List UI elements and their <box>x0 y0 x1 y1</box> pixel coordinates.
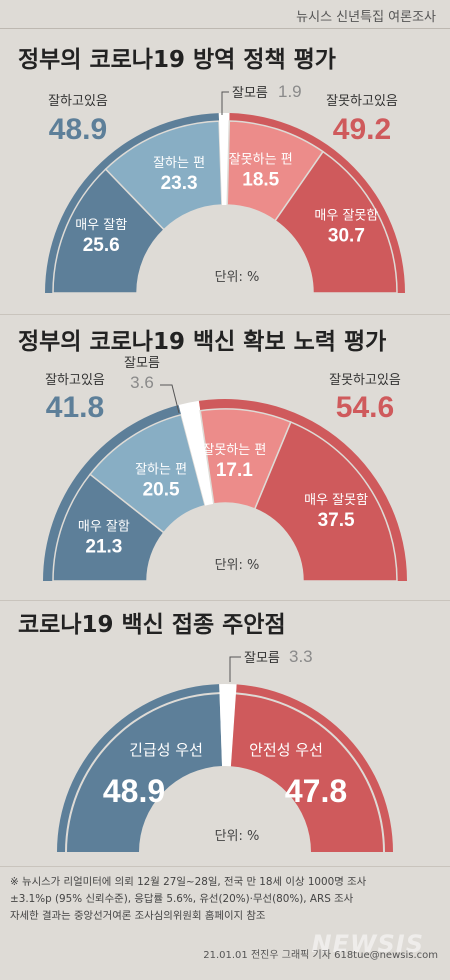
slice-label: 잘하는 편 <box>153 156 205 171</box>
unknown-value: 1.9 <box>278 82 302 101</box>
slice-value: 18.5 <box>242 169 279 190</box>
unit-label: 단위: % <box>215 829 260 844</box>
watermark: NEWSIS <box>311 930 424 958</box>
group-value-good: 48.9 <box>49 113 107 146</box>
slice-unknown <box>178 400 214 506</box>
chart-2-title: 정부의 코로나19 백신 확보 노력 평가 <box>18 329 387 355</box>
slice-label: 매우 잘함 <box>75 218 127 233</box>
footnote: ※ 뉴시스가 리얼미터에 의뢰 12월 27일~28일, 전국 만 18세 이상… <box>10 874 442 925</box>
slice-label: 안전성 우선 <box>249 741 323 759</box>
chart-3-title: 코로나19 백신 접종 주안점 <box>18 612 286 638</box>
leader-line <box>160 384 180 414</box>
header: 뉴시스 신년특집 여론조사 <box>0 0 450 30</box>
slice-label: 긴급성 우선 <box>129 741 203 759</box>
group-value-good: 41.8 <box>46 391 104 424</box>
slice-segment <box>104 120 223 231</box>
unit-label: 단위: % <box>215 558 260 573</box>
slice-label: 매우 잘함 <box>78 519 130 534</box>
slice-label: 잘못하는 편 <box>202 443 266 458</box>
footnote-line: 자세한 결과는 중앙선거여론 조사심의위원회 홈페이지 참조 <box>10 910 266 922</box>
slice-value: 30.7 <box>328 226 365 247</box>
chart-1-svg: 매우 잘함 25.6 잘하는 편 23.3 잘못하는 편 18.5 매우 잘못함 30.7 단위… <box>45 82 405 294</box>
slice-value: 23.3 <box>161 173 198 194</box>
group-label-bad: 잘못하고있음 <box>329 373 401 388</box>
slice-segment <box>230 694 383 852</box>
group-value-bad: 54.6 <box>336 391 394 424</box>
slice-label: 잘못하는 편 <box>229 152 293 167</box>
unit-label: 단위: % <box>215 270 260 285</box>
section-divider <box>0 314 450 315</box>
slice-segment <box>89 413 207 534</box>
chart-1-title: 정부의 코로나19 방역 정책 평가 <box>18 47 336 73</box>
unknown-label: 잘모름 <box>244 651 280 666</box>
unknown-value: 3.6 <box>130 373 154 392</box>
footnote-line: ※ 뉴시스가 리얼미터에 의뢰 12월 27일~28일, 전국 만 18세 이상… <box>10 876 367 888</box>
group-value-bad: 49.2 <box>333 113 391 146</box>
slice-value: 48.9 <box>103 773 165 809</box>
unknown-value: 3.3 <box>289 647 313 666</box>
section-divider <box>0 600 450 601</box>
rim-segment-good <box>43 405 182 581</box>
slice-value: 47.8 <box>285 773 347 809</box>
slice-label: 잘하는 편 <box>135 462 187 477</box>
leader-line <box>229 656 241 682</box>
credit-line: 21.01.01 전진우 그래픽 기자 618tue@newsis.com <box>203 950 438 961</box>
unknown-label: 잘모름 <box>232 86 268 101</box>
slice-unknown <box>219 684 237 767</box>
slice-segment <box>253 421 398 582</box>
chart-2-svg: 매우 잘함 21.3 잘하는 편 20.5 잘못하는 편 17.1 매우 잘못함 37.5 단위… <box>43 356 407 582</box>
slice-segment <box>274 150 398 294</box>
slice-value: 17.1 <box>216 460 253 481</box>
slice-value: 37.5 <box>318 510 355 531</box>
slice-value: 20.5 <box>143 479 180 500</box>
group-label-bad: 잘못하고있음 <box>326 94 398 109</box>
rim-segment-bad <box>236 684 394 852</box>
slice-value: 25.6 <box>83 235 120 256</box>
leader-line <box>221 91 229 115</box>
unknown-label: 잘모름 <box>124 356 160 371</box>
slice-label: 매우 잘못함 <box>304 493 368 508</box>
section-divider <box>0 866 450 867</box>
brand-label: 뉴시스 신년특집 여론조사 <box>296 10 436 25</box>
slice-value: 21.3 <box>85 536 122 557</box>
chart-3-svg: 긴급성 우선 48.9 안전성 우선 47.8 잘모름 3.3 단위: % <box>57 647 394 852</box>
slice-segment <box>67 694 223 852</box>
header-rule <box>0 28 450 29</box>
slice-unknown <box>218 113 230 206</box>
group-label-good: 잘하고있음 <box>48 94 108 109</box>
group-label-good: 잘하고있음 <box>45 373 105 388</box>
slice-label: 매우 잘못함 <box>314 209 378 224</box>
footnote-line: ±3.1%p (95% 신뢰수준), 응답률 5.6%, 유선(20%)·무선(… <box>10 893 354 905</box>
